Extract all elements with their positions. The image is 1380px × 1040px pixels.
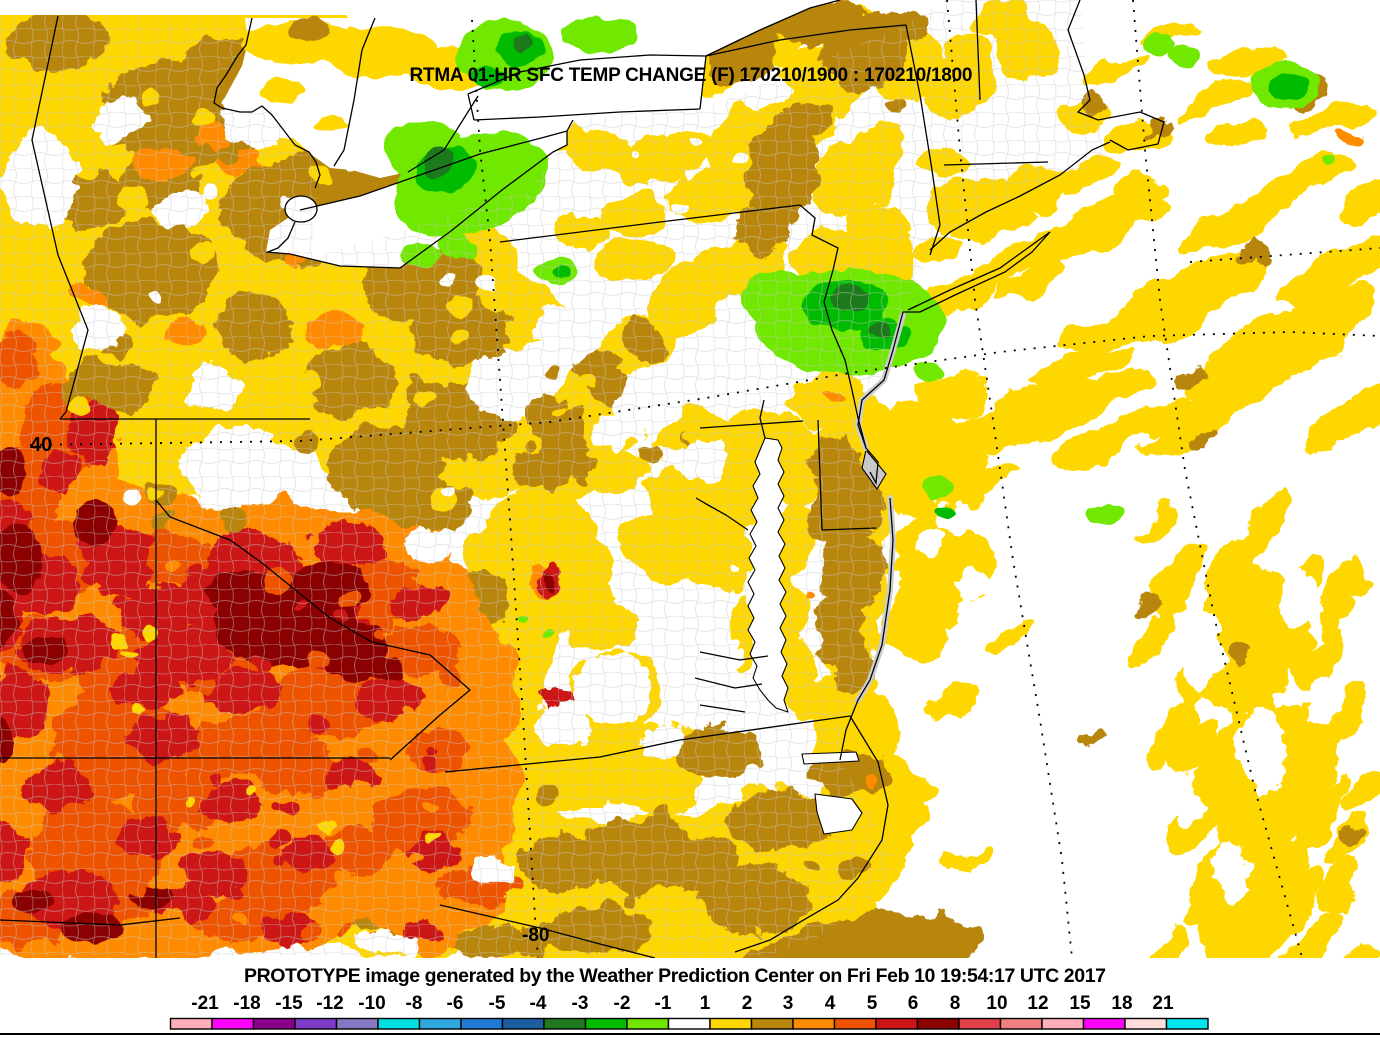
svg-text:-5: -5 xyxy=(489,993,506,1014)
svg-text:21: 21 xyxy=(1152,993,1174,1014)
svg-text:8: 8 xyxy=(950,993,961,1014)
svg-text:-21: -21 xyxy=(191,993,219,1014)
svg-text:-18: -18 xyxy=(233,993,260,1014)
svg-text:-15: -15 xyxy=(275,993,303,1014)
svg-text:5: 5 xyxy=(867,993,878,1014)
svg-text:10: 10 xyxy=(986,993,1007,1014)
svg-text:12: 12 xyxy=(1027,993,1048,1014)
svg-text:-3: -3 xyxy=(572,993,589,1014)
svg-text:-12: -12 xyxy=(316,993,343,1014)
svg-text:-1: -1 xyxy=(655,993,672,1014)
svg-text:-10: -10 xyxy=(358,993,385,1014)
svg-text:40: 40 xyxy=(30,434,52,456)
svg-text:6: 6 xyxy=(908,993,919,1014)
svg-text:-6: -6 xyxy=(447,993,464,1014)
svg-text:1: 1 xyxy=(700,993,711,1014)
svg-text:2: 2 xyxy=(742,993,753,1014)
svg-text:18: 18 xyxy=(1111,993,1132,1014)
svg-text:PROTOTYPE image generated by t: PROTOTYPE image generated by the Weather… xyxy=(244,965,1106,987)
svg-text:-80: -80 xyxy=(522,925,549,946)
svg-text:-2: -2 xyxy=(614,993,631,1014)
svg-text:3: 3 xyxy=(783,993,794,1014)
svg-text:4: 4 xyxy=(825,993,836,1014)
svg-text:-8: -8 xyxy=(406,993,423,1014)
svg-text:15: 15 xyxy=(1069,993,1091,1014)
svg-text:RTMA 01-HR SFC TEMP CHANGE (F): RTMA 01-HR SFC TEMP CHANGE (F) 170210/19… xyxy=(410,65,973,86)
svg-text:-4: -4 xyxy=(530,993,547,1014)
